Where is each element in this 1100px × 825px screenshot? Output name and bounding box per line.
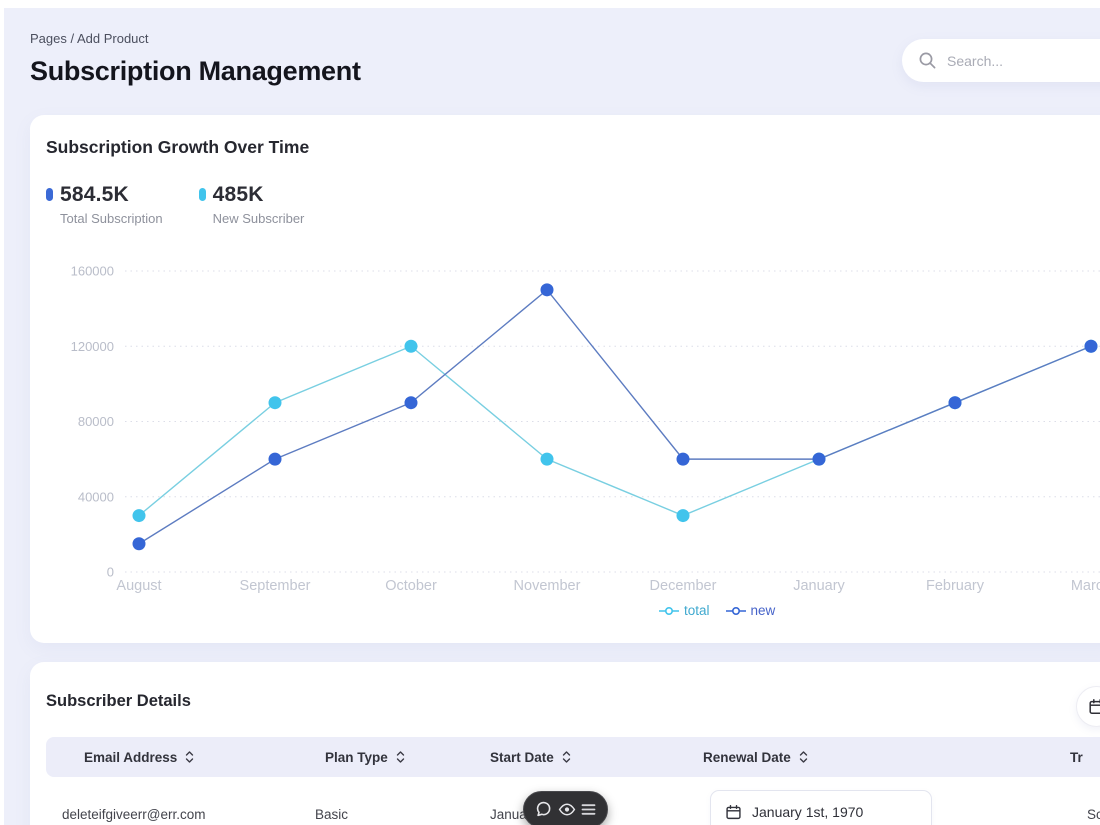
legend-label-new: new bbox=[750, 603, 776, 618]
column-header-start-date-label: Start Date bbox=[490, 749, 554, 765]
column-header-renewal-date[interactable]: Renewal Date bbox=[703, 737, 808, 777]
new-subscriber-label: New Subscriber bbox=[212, 211, 305, 227]
new-subscriber-dot bbox=[198, 188, 206, 201]
column-header-email[interactable]: Email Address bbox=[84, 737, 194, 777]
svg-text:March: March bbox=[1071, 578, 1100, 594]
svg-text:40000: 40000 bbox=[78, 489, 114, 504]
new-series-marker-icon bbox=[725, 606, 746, 615]
calendar-icon bbox=[1088, 698, 1100, 714]
menu-icon[interactable] bbox=[581, 803, 596, 816]
sort-icon bbox=[799, 751, 807, 763]
svg-text:November: November bbox=[514, 578, 581, 594]
page-title: Subscription Management bbox=[30, 56, 361, 86]
svg-text:160000: 160000 bbox=[71, 264, 114, 279]
sort-icon bbox=[186, 751, 194, 763]
search-input[interactable] bbox=[947, 52, 1097, 69]
svg-text:December: December bbox=[650, 578, 717, 594]
floating-toolbar[interactable] bbox=[523, 791, 608, 825]
svg-text:February: February bbox=[926, 578, 985, 594]
svg-text:October: October bbox=[385, 578, 437, 594]
total-subscription-dot bbox=[46, 188, 53, 201]
stat-total-subscription: 584.5K Total Subscription bbox=[46, 183, 163, 226]
growth-card-title: Subscription Growth Over Time bbox=[46, 137, 310, 157]
top-edge bbox=[0, 0, 1100, 8]
svg-text:January: January bbox=[793, 578, 845, 594]
legend-item-new[interactable]: new bbox=[725, 603, 776, 618]
svg-text:August: August bbox=[116, 578, 161, 594]
column-header-truncated[interactable]: Tr bbox=[1070, 737, 1083, 777]
renewal-date-value: January 1st, 1970 bbox=[752, 804, 864, 820]
total-series-marker-icon bbox=[659, 606, 679, 615]
renewal-date-picker[interactable]: January 1st, 1970 bbox=[710, 790, 932, 825]
chart-legend: total new bbox=[659, 603, 775, 618]
growth-card: Subscription Growth Over Time 584.5K Tot… bbox=[30, 115, 1100, 643]
left-edge bbox=[0, 0, 4, 825]
column-header-start-date[interactable]: Start Date bbox=[490, 737, 571, 777]
stats-row: 584.5K Total Subscription 485K New Subsc… bbox=[46, 183, 304, 226]
calendar-button[interactable] bbox=[1076, 686, 1100, 727]
cell-email: deleteifgiveerr@err.com bbox=[62, 807, 206, 822]
legend-item-total[interactable]: total bbox=[659, 603, 710, 618]
new-subscriber-value: 485K bbox=[212, 183, 264, 206]
total-subscription-label: Total Subscription bbox=[60, 211, 163, 227]
svg-text:0: 0 bbox=[107, 565, 114, 580]
column-header-plan-type-label: Plan Type bbox=[325, 749, 388, 765]
table-card-title: Subscriber Details bbox=[46, 692, 191, 710]
column-header-truncated-label: Tr bbox=[1070, 749, 1083, 765]
breadcrumb[interactable]: Pages / Add Product bbox=[30, 31, 149, 46]
cell-status: Sc bbox=[1087, 807, 1100, 822]
growth-chart[interactable]: 0 40000 80000 120000 160000 August September Oc… bbox=[30, 260, 1100, 600]
total-subscription-value: 584.5K bbox=[60, 183, 129, 206]
comment-icon[interactable] bbox=[535, 801, 552, 818]
cell-plan-type: Basic bbox=[315, 807, 349, 822]
svg-text:120000: 120000 bbox=[71, 339, 114, 354]
stat-new-subscriber: 485K New Subscriber bbox=[198, 183, 305, 227]
column-header-renewal-date-label: Renewal Date bbox=[703, 749, 791, 765]
sort-icon bbox=[562, 751, 570, 763]
calendar-icon bbox=[726, 804, 741, 819]
column-header-plan-type[interactable]: Plan Type bbox=[325, 737, 405, 777]
svg-text:September: September bbox=[240, 578, 311, 594]
search-icon bbox=[919, 52, 936, 69]
sort-icon bbox=[396, 751, 404, 763]
eye-icon[interactable] bbox=[558, 802, 576, 817]
column-header-email-label: Email Address bbox=[84, 749, 178, 765]
table-header: Email Address Plan Type Start Date Renew… bbox=[46, 737, 1100, 777]
svg-text:80000: 80000 bbox=[78, 414, 114, 429]
legend-label-total: total bbox=[684, 603, 710, 618]
search-box[interactable] bbox=[902, 39, 1100, 82]
